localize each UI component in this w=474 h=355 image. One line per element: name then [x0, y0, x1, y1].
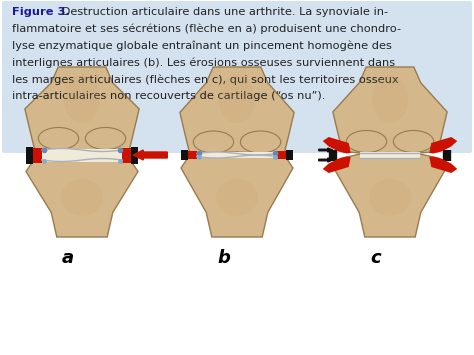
Polygon shape [25, 67, 139, 153]
Polygon shape [122, 147, 131, 163]
Ellipse shape [393, 131, 434, 153]
Ellipse shape [61, 179, 103, 216]
FancyArrow shape [319, 158, 333, 162]
Ellipse shape [346, 131, 387, 153]
Polygon shape [429, 137, 457, 153]
Text: b: b [217, 249, 230, 267]
Ellipse shape [64, 75, 100, 123]
Polygon shape [26, 155, 138, 237]
Polygon shape [323, 137, 351, 153]
Polygon shape [188, 151, 197, 159]
Polygon shape [42, 148, 122, 162]
Ellipse shape [85, 127, 126, 149]
Ellipse shape [216, 179, 258, 216]
Polygon shape [181, 150, 188, 160]
Text: Destruction articulaire dans une arthrite. La synoviale in-: Destruction articulaire dans une arthrit… [58, 7, 388, 17]
Text: les marges articulaires (flèches en c), qui sont les territoires osseux: les marges articulaires (flèches en c), … [12, 74, 399, 85]
Text: lyse enzymatique globale entraînant un pincement homogène des: lyse enzymatique globale entraînant un p… [12, 40, 392, 51]
Polygon shape [360, 152, 419, 158]
Ellipse shape [193, 131, 234, 153]
Polygon shape [181, 152, 293, 237]
Polygon shape [333, 67, 447, 155]
FancyArrow shape [319, 148, 333, 152]
Polygon shape [323, 157, 351, 173]
Polygon shape [197, 152, 277, 158]
Polygon shape [429, 157, 457, 173]
FancyBboxPatch shape [2, 1, 472, 153]
Ellipse shape [372, 75, 408, 123]
Polygon shape [277, 151, 286, 159]
Text: intra-articulaires non recouverts de cartilage (“os nu”).: intra-articulaires non recouverts de car… [12, 91, 325, 101]
Polygon shape [33, 147, 42, 163]
Text: interlignes articulaires (b). Les érosions osseuses surviennent dans: interlignes articulaires (b). Les érosio… [12, 58, 395, 68]
Ellipse shape [38, 127, 79, 149]
Polygon shape [286, 150, 293, 160]
Text: a: a [62, 249, 74, 267]
Text: c: c [370, 249, 381, 267]
Text: Figure 3.: Figure 3. [12, 7, 70, 17]
Polygon shape [131, 147, 138, 164]
Polygon shape [180, 67, 294, 156]
FancyArrow shape [133, 150, 167, 160]
Ellipse shape [240, 131, 281, 153]
Polygon shape [334, 153, 446, 237]
Ellipse shape [369, 179, 411, 216]
Polygon shape [26, 147, 33, 164]
Text: flammatoire et ses sécrétions (flèche en a) produisent une chondro-: flammatoire et ses sécrétions (flèche en… [12, 24, 401, 34]
Ellipse shape [219, 75, 255, 123]
